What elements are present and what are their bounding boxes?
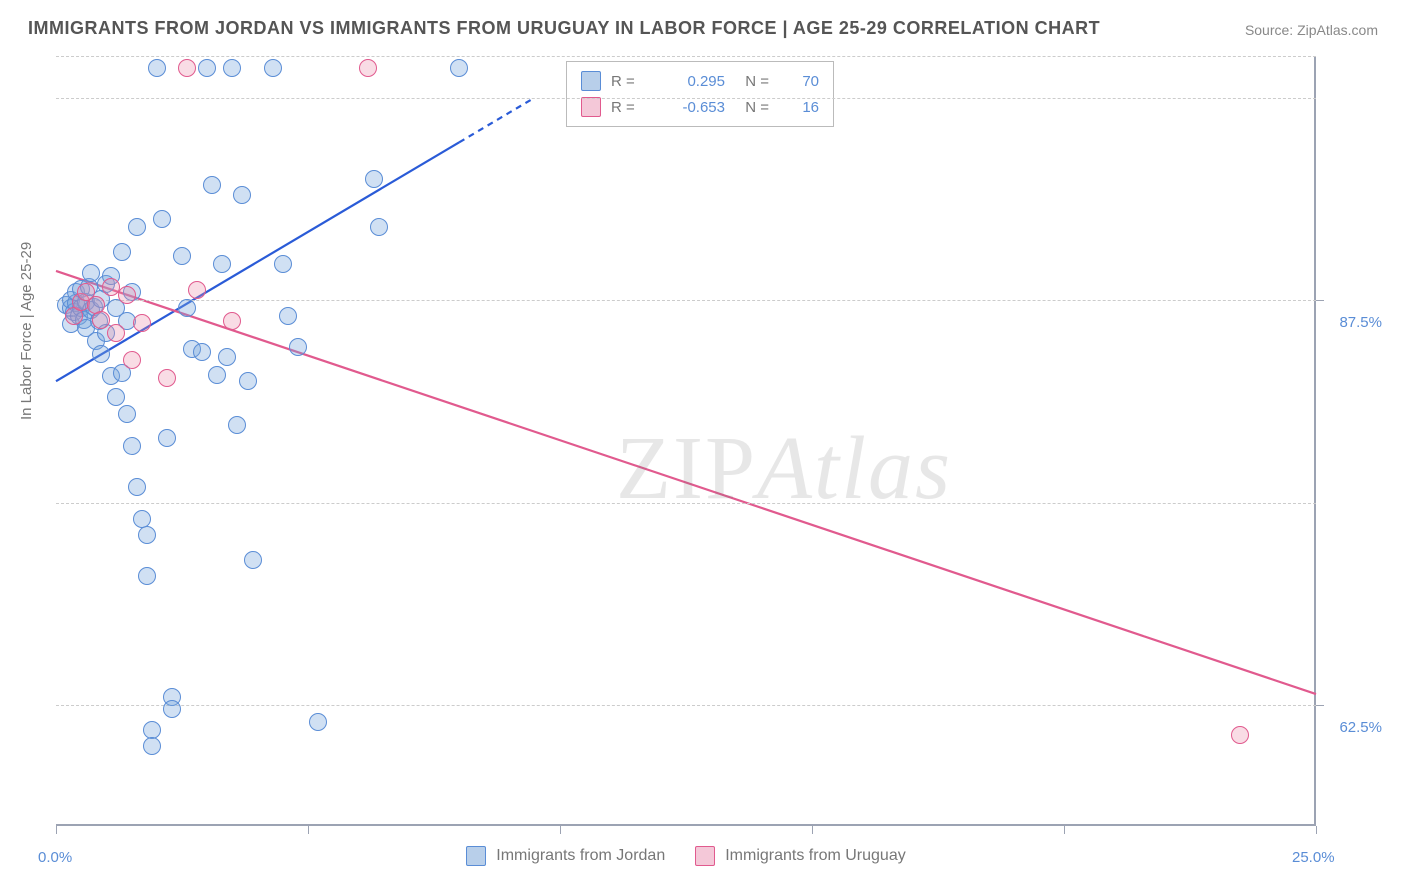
n-label: N =	[735, 99, 769, 116]
gridline	[56, 98, 1316, 99]
data-point-jordan	[218, 348, 236, 366]
data-point-jordan	[92, 345, 110, 363]
r-value-uruguay: -0.653	[655, 99, 725, 116]
data-point-jordan	[138, 526, 156, 544]
data-point-jordan	[370, 218, 388, 236]
y-tick	[1316, 705, 1324, 706]
legend-label-uruguay: Immigrants from Uruguay	[725, 847, 906, 865]
trend-lines-svg	[56, 57, 1316, 827]
x-tick	[1316, 826, 1317, 834]
data-point-jordan	[198, 59, 216, 77]
data-point-uruguay	[1231, 726, 1249, 744]
data-point-jordan	[173, 247, 191, 265]
data-point-jordan	[163, 700, 181, 718]
data-point-jordan	[228, 416, 246, 434]
data-point-jordan	[365, 170, 383, 188]
data-point-uruguay	[178, 59, 196, 77]
legend-label-jordan: Immigrants from Jordan	[496, 847, 665, 865]
x-tick	[812, 826, 813, 834]
data-point-jordan	[244, 551, 262, 569]
chart-title: IMMIGRANTS FROM JORDAN VS IMMIGRANTS FRO…	[28, 18, 1100, 39]
data-point-uruguay	[359, 59, 377, 77]
data-point-uruguay	[223, 312, 241, 330]
chart-area: ZIPAtlas R = 0.295 N = 70 R = -0.653 N =…	[56, 56, 1316, 826]
data-point-jordan	[143, 737, 161, 755]
data-point-jordan	[203, 176, 221, 194]
data-point-jordan	[233, 186, 251, 204]
data-point-uruguay	[158, 369, 176, 387]
data-point-jordan	[123, 437, 141, 455]
gridline	[56, 705, 1316, 706]
data-point-jordan	[450, 59, 468, 77]
data-point-jordan	[118, 405, 136, 423]
data-point-uruguay	[107, 324, 125, 342]
data-point-jordan	[153, 210, 171, 228]
source-label: Source: ZipAtlas.com	[1245, 22, 1378, 38]
r-value-jordan: 0.295	[655, 73, 725, 90]
gridline	[56, 300, 1316, 301]
correlation-legend: R = 0.295 N = 70 R = -0.653 N = 16	[566, 61, 834, 127]
bottom-legend: Immigrants from Jordan Immigrants from U…	[56, 846, 1316, 866]
swatch-jordan	[466, 846, 486, 866]
x-tick	[308, 826, 309, 834]
data-point-uruguay	[92, 311, 110, 329]
swatch-uruguay	[695, 846, 715, 866]
swatch-uruguay	[581, 97, 601, 117]
data-point-jordan	[113, 243, 131, 261]
data-point-uruguay	[188, 281, 206, 299]
y-tick-label: 62.5%	[1339, 719, 1382, 736]
y-axis-title: In Labor Force | Age 25-29	[18, 242, 35, 420]
r-label: R =	[611, 73, 645, 90]
data-point-jordan	[309, 713, 327, 731]
data-point-jordan	[193, 343, 211, 361]
data-point-jordan	[208, 366, 226, 384]
data-point-jordan	[274, 255, 292, 273]
data-point-jordan	[213, 255, 231, 273]
data-point-jordan	[223, 59, 241, 77]
x-tick	[560, 826, 561, 834]
data-point-jordan	[178, 299, 196, 317]
data-point-jordan	[264, 59, 282, 77]
data-point-jordan	[128, 218, 146, 236]
legend-row-jordan: R = 0.295 N = 70	[581, 68, 819, 94]
y-tick	[1316, 300, 1324, 301]
data-point-jordan	[138, 567, 156, 585]
data-point-jordan	[279, 307, 297, 325]
plot-region: ZIPAtlas R = 0.295 N = 70 R = -0.653 N =…	[56, 56, 1316, 826]
swatch-jordan	[581, 71, 601, 91]
data-point-jordan	[107, 388, 125, 406]
y-tick-label: 87.5%	[1339, 314, 1382, 331]
n-value-jordan: 70	[779, 73, 819, 90]
legend-item-jordan: Immigrants from Jordan	[466, 846, 665, 866]
gridline	[56, 503, 1316, 504]
data-point-uruguay	[123, 351, 141, 369]
data-point-jordan	[289, 338, 307, 356]
legend-item-uruguay: Immigrants from Uruguay	[695, 846, 906, 866]
data-point-uruguay	[118, 286, 136, 304]
data-point-jordan	[158, 429, 176, 447]
data-point-uruguay	[133, 314, 151, 332]
n-label: N =	[735, 73, 769, 90]
n-value-uruguay: 16	[779, 99, 819, 116]
r-label: R =	[611, 99, 645, 116]
data-point-jordan	[239, 372, 257, 390]
x-tick	[56, 826, 57, 834]
data-point-jordan	[128, 478, 146, 496]
data-point-jordan	[148, 59, 166, 77]
x-tick	[1064, 826, 1065, 834]
